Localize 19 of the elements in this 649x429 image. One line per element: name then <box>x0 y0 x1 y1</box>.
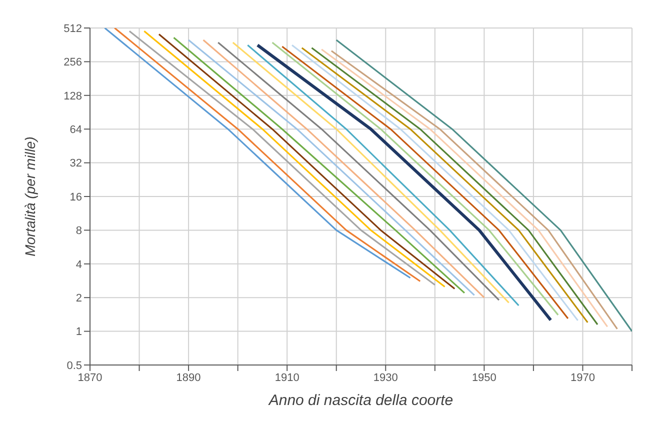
y-tick-label: 128 <box>64 90 82 102</box>
x-tick-label: 1950 <box>472 372 496 384</box>
x-tick-label: 1930 <box>373 372 398 384</box>
y-tick-label: 32 <box>70 158 82 170</box>
y-tick-label: 2 <box>76 292 82 305</box>
x-axis-title: Anno di nascita della coorte <box>268 392 454 409</box>
y-tick-label: 8 <box>76 225 82 238</box>
x-tick-label: 1910 <box>274 372 300 384</box>
y-tick-label: 16 <box>70 191 82 204</box>
y-tick-label: 512 <box>64 22 82 35</box>
x-tick-label: 1890 <box>176 372 201 384</box>
y-tick-label: 256 <box>64 56 82 69</box>
y-tick-label: 4 <box>76 258 82 271</box>
y-axis-title: Mortalità (per mille) <box>22 136 38 256</box>
y-tick-label: 0.5 <box>66 360 82 372</box>
y-tick-label: 64 <box>70 124 82 136</box>
y-tick-label: 1 <box>76 326 82 338</box>
x-tick-label: 1870 <box>78 372 102 384</box>
x-tick-label: 1970 <box>570 372 595 384</box>
